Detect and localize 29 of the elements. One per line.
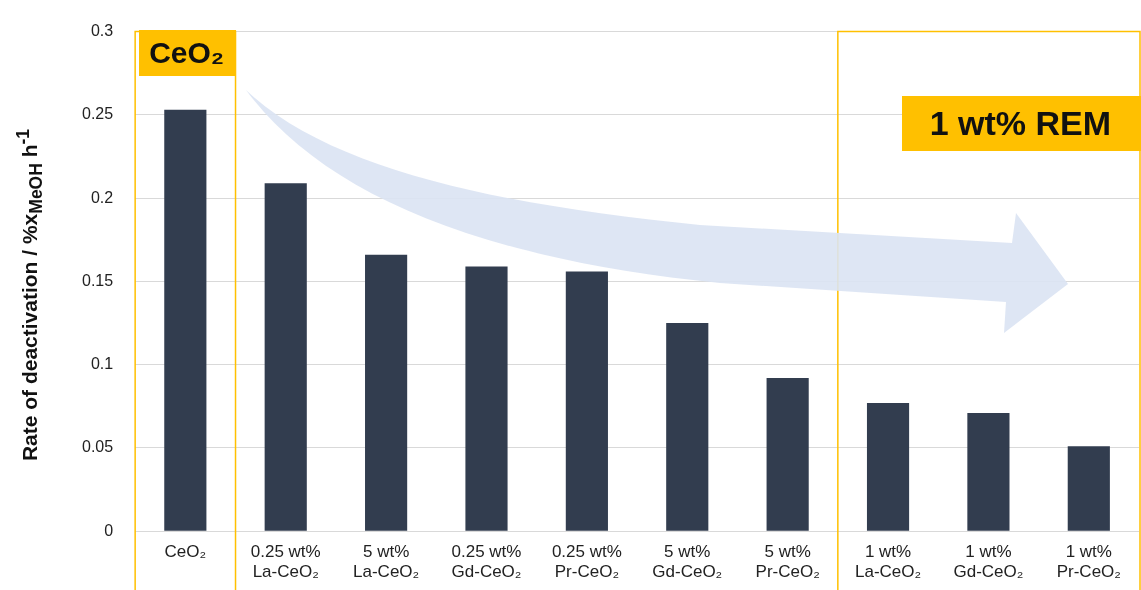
x-tick-label: 1 wt% La-CeO₂ xyxy=(854,542,922,582)
annotation: CeO₂ xyxy=(139,30,237,76)
x-tick-label: 0.25 wt% La-CeO₂ xyxy=(250,542,321,582)
x-tick-label: 0.25 wt% Pr-CeO₂ xyxy=(551,542,622,582)
x-tick-label: 5 wt% La-CeO₂ xyxy=(353,542,420,582)
y-tick-label: 0.15 xyxy=(82,271,114,289)
bar xyxy=(866,402,910,531)
y-tick-label: 0.05 xyxy=(82,438,114,456)
y-tick-label: 0.1 xyxy=(90,355,114,373)
x-tick-label: 5 wt% Gd-CeO₂ xyxy=(652,542,723,582)
y-tick-label: 0 xyxy=(104,521,114,539)
bar xyxy=(967,412,1010,531)
x-tick-label: 5 wt% Pr-CeO₂ xyxy=(755,542,820,582)
bar xyxy=(365,254,408,531)
bar xyxy=(465,266,508,531)
y-tick-label: 0.3 xyxy=(90,22,114,40)
x-tick-label: 0.25 wt% Gd-CeO₂ xyxy=(451,542,522,582)
x-tick-label: 1 wt% Pr-CeO₂ xyxy=(1056,542,1121,582)
annotation: 1 wt% REM xyxy=(901,96,1141,151)
y-tick-label: 0.25 xyxy=(82,105,114,123)
bar xyxy=(565,271,608,531)
bar xyxy=(164,109,207,531)
x-tick-label: 1 wt% Gd-CeO₂ xyxy=(953,542,1024,582)
bar xyxy=(766,377,809,531)
bar xyxy=(666,323,709,531)
bar xyxy=(1067,446,1110,531)
x-tick-label: CeO₂ xyxy=(164,542,207,562)
y-tick-label: 0.2 xyxy=(90,188,114,206)
bar xyxy=(264,183,307,531)
